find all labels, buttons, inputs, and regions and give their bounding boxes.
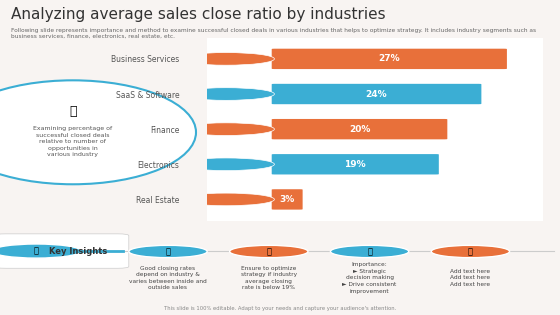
Text: Following slide represents importance and method to examine successful closed de: Following slide represents importance an… xyxy=(11,28,536,39)
Text: 🌱: 🌱 xyxy=(367,247,372,256)
Text: 24%: 24% xyxy=(366,89,388,99)
FancyBboxPatch shape xyxy=(272,49,507,69)
Text: 🏆: 🏆 xyxy=(69,105,77,117)
FancyBboxPatch shape xyxy=(272,119,447,139)
FancyBboxPatch shape xyxy=(272,84,482,104)
Text: ▶: ▶ xyxy=(259,92,263,96)
Text: ▶: ▶ xyxy=(259,127,263,132)
Text: 💡: 💡 xyxy=(34,247,39,255)
Text: 20%: 20% xyxy=(349,125,370,134)
Circle shape xyxy=(178,53,274,65)
Text: This slide is 100% editable. Adapt to your needs and capture your audience's att: This slide is 100% editable. Adapt to yo… xyxy=(164,306,396,312)
Text: ▶: ▶ xyxy=(259,197,263,202)
Text: Key Insights: Key Insights xyxy=(49,247,108,255)
FancyBboxPatch shape xyxy=(272,154,439,175)
Text: Add text here
Add text here
Add text here: Add text here Add text here Add text her… xyxy=(450,269,491,287)
Text: ▶: ▶ xyxy=(259,162,263,167)
Circle shape xyxy=(0,80,196,184)
Circle shape xyxy=(330,245,409,258)
Text: Examining percentage of
successful closed deals
relative to number of
opportunit: Examining percentage of successful close… xyxy=(33,126,113,158)
Text: 3%: 3% xyxy=(279,195,295,204)
Text: Analyzing average sales close ratio by industries: Analyzing average sales close ratio by i… xyxy=(11,7,386,22)
Text: 💡: 💡 xyxy=(267,247,271,256)
FancyBboxPatch shape xyxy=(0,234,129,268)
Circle shape xyxy=(230,245,308,258)
Circle shape xyxy=(178,88,274,100)
Text: ▶: ▶ xyxy=(259,56,263,61)
Circle shape xyxy=(178,158,274,171)
Circle shape xyxy=(178,123,274,135)
Text: 📋: 📋 xyxy=(468,247,473,256)
Text: ✋: ✋ xyxy=(166,247,170,256)
Circle shape xyxy=(0,244,81,258)
Circle shape xyxy=(178,193,274,206)
Text: 19%: 19% xyxy=(344,160,366,169)
Text: Good closing rates
depend on industry &
varies between inside and
outside sales: Good closing rates depend on industry & … xyxy=(129,266,207,290)
FancyBboxPatch shape xyxy=(272,189,302,209)
Text: Importance:
► Strategic
decision making
► Drive consistent
improvement: Importance: ► Strategic decision making … xyxy=(343,262,396,294)
Text: Ensure to optimize
strategy if industry
average closing
rate is below 19%: Ensure to optimize strategy if industry … xyxy=(241,266,297,290)
Text: 27%: 27% xyxy=(379,54,400,63)
Circle shape xyxy=(129,245,207,258)
Circle shape xyxy=(431,245,510,258)
